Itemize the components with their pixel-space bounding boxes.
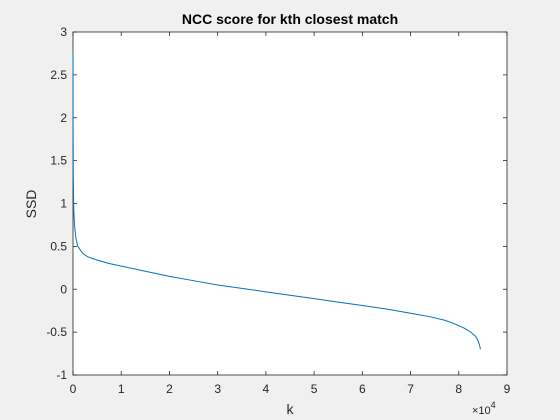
x-tick-labels: 0 1 2 3 4 5 6 7 8 9 (70, 382, 511, 396)
chart-title: NCC score for kth closest match (182, 11, 398, 27)
x-tick-label: 9 (504, 382, 511, 396)
x-tick-label: 8 (455, 382, 462, 396)
x-tick-label: 6 (359, 382, 366, 396)
x-axis-label: k (287, 401, 295, 417)
x-tick-label: 3 (214, 382, 221, 396)
x-tick-label: 4 (263, 382, 270, 396)
y-tick-labels: -1 -0.5 0 0.5 1 1.5 2 2.5 3 (46, 25, 67, 382)
x-tick-label: 7 (407, 382, 414, 396)
plot-area (72, 31, 508, 376)
ticks (72, 31, 508, 376)
x-tick-label: 0 (70, 382, 77, 396)
y-axis-label: SSD (23, 190, 39, 219)
y-tick-label: 0 (60, 282, 67, 296)
y-tick-label: 1.5 (50, 154, 67, 168)
x-exponent-base: ×10 (472, 405, 491, 417)
y-tick-label: 2.5 (50, 68, 67, 82)
y-tick-label: 3 (60, 25, 67, 39)
x-tick-label: 1 (118, 382, 125, 396)
x-exponent-label: ×104 (472, 400, 496, 417)
y-tick-label: 0.5 (50, 239, 67, 253)
y-tick-label: -1 (56, 368, 67, 382)
x-tick-label: 2 (166, 382, 173, 396)
y-tick-label: 2 (60, 111, 67, 125)
y-tick-label: -0.5 (46, 325, 67, 339)
x-tick-label: 5 (311, 382, 318, 396)
y-tick-label: 1 (60, 197, 67, 211)
x-exponent-power: 4 (491, 400, 496, 410)
series-line (72, 53, 481, 350)
